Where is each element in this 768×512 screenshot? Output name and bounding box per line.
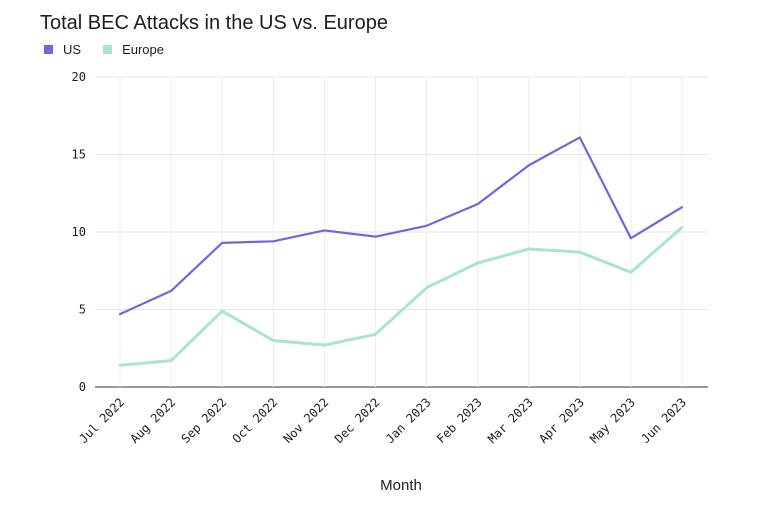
- y-axis-ticks: 0 5 10 15 20: [72, 70, 86, 394]
- y-tick-label: 15: [72, 148, 86, 162]
- legend-item-us: US: [44, 42, 81, 57]
- x-tick-label: Nov 2022: [281, 395, 332, 446]
- legend-item-europe: Europe: [103, 42, 164, 57]
- x-tick-label: Jan 2023: [383, 395, 434, 446]
- y-tick-label: 20: [72, 70, 86, 84]
- x-tick-label: Jun 2023: [638, 395, 689, 446]
- series-line-europe: [118, 225, 684, 367]
- x-tick-label: May 2023: [587, 395, 638, 446]
- legend-label-europe: Europe: [122, 42, 164, 57]
- legend: US Europe: [44, 42, 186, 57]
- x-tick-label: Aug 2022: [127, 395, 178, 446]
- legend-swatch-us: [44, 45, 53, 54]
- x-tick-label: Jul 2022: [76, 395, 127, 446]
- x-tick-label: Oct 2022: [230, 395, 281, 446]
- legend-swatch-europe: [103, 45, 113, 54]
- x-tick-label: Feb 2023: [434, 395, 485, 446]
- x-tick-label: Dec 2022: [332, 395, 383, 446]
- x-tick-label: Sep 2022: [179, 395, 230, 446]
- x-axis-title: Month: [380, 477, 422, 494]
- series-lines: [118, 136, 684, 367]
- y-tick-label: 10: [72, 225, 86, 239]
- y-tick-label: 5: [79, 303, 86, 317]
- x-tick-label: Mar 2023: [485, 395, 536, 446]
- chart-title: Total BEC Attacks in the US vs. Europe: [40, 12, 388, 34]
- y-tick-label: 0: [79, 380, 86, 394]
- series-line-us: [118, 136, 684, 316]
- x-tick-label: Apr 2023: [536, 395, 587, 446]
- x-axis-ticks: Jul 2022 Aug 2022 Sep 2022 Oct 2022 Nov 2022…: [76, 395, 689, 446]
- legend-label-us: US: [63, 42, 82, 57]
